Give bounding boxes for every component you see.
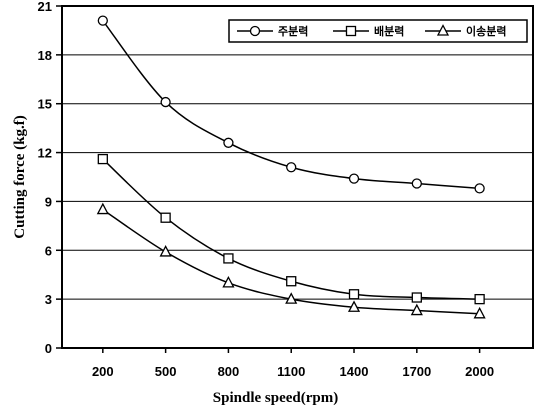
- y-tick-label: 9: [45, 194, 52, 209]
- legend-item-triangle: 이송분력: [425, 24, 506, 38]
- data-point-square: [160, 212, 171, 223]
- y-tick-label: 6: [45, 243, 52, 258]
- x-tick-label: 1400: [340, 364, 369, 379]
- data-point-square: [97, 153, 108, 165]
- x-axis-title: Spindle speed(rpm): [213, 390, 338, 406]
- data-point-square: [223, 253, 234, 264]
- legend-label: 배분력: [374, 24, 404, 38]
- x-axis-ticks: 200 500 800 1100 1400 1700 2000: [92, 348, 494, 379]
- data-point-square: [411, 292, 422, 303]
- data-point-circle: [223, 137, 234, 148]
- y-axis-ticks: 0 3 6 9 12 15 18 21: [38, 0, 62, 356]
- data-point-square: [348, 289, 360, 300]
- legend: 주분력 배분력 이송분력: [228, 19, 528, 43]
- legend-marker-square: [345, 25, 357, 37]
- data-point-circle: [411, 178, 422, 189]
- data-point-circle: [160, 96, 171, 108]
- data-point-triangle: [285, 292, 298, 304]
- data-point-triangle: [96, 202, 109, 215]
- y-tick-label: 12: [38, 146, 52, 161]
- data-point-square: [286, 276, 297, 287]
- legend-box: [228, 19, 528, 43]
- x-tick-label: 2000: [465, 364, 494, 379]
- x-tick-label: 800: [218, 364, 240, 379]
- data-point-circle: [474, 183, 485, 194]
- data-point-circle: [348, 173, 360, 184]
- data-point-triangle: [347, 300, 361, 312]
- legend-label: 이송분력: [466, 24, 506, 38]
- y-tick-label: 18: [38, 48, 52, 63]
- x-tick-label: 500: [155, 364, 177, 379]
- legend-marker-triangle: [436, 24, 450, 36]
- data-point-triangle: [159, 245, 172, 257]
- series-square: [97, 153, 485, 305]
- data-point-triangle: [473, 306, 486, 319]
- y-tick-label: 0: [45, 341, 52, 356]
- legend-item-square: 배분력: [333, 24, 404, 38]
- x-tick-label: 200: [92, 364, 114, 379]
- legend-marker-circle: [249, 25, 261, 37]
- plot-area: [61, 5, 534, 349]
- grid-lines: [62, 54, 533, 300]
- data-point-square: [474, 293, 485, 305]
- data-point-triangle: [410, 303, 423, 316]
- y-axis-title: Cutting force (kg.f): [12, 115, 28, 238]
- x-tick-label: 1100: [277, 364, 305, 379]
- legend-item-circle: 주분력: [237, 25, 308, 38]
- y-tick-label: 3: [45, 292, 52, 307]
- y-tick-label: 15: [38, 97, 52, 112]
- y-tick-label: 21: [38, 0, 52, 14]
- x-tick-label: 1700: [402, 364, 431, 379]
- legend-label: 주분력: [278, 25, 308, 38]
- data-point-circle: [286, 162, 297, 173]
- data-point-triangle: [222, 275, 235, 288]
- series-group: [96, 15, 486, 319]
- series-triangle: [96, 202, 486, 319]
- data-point-circle: [97, 15, 108, 26]
- series-circle: [97, 15, 485, 194]
